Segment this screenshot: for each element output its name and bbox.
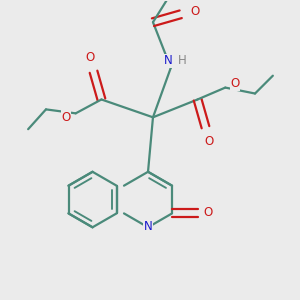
Text: N: N xyxy=(164,54,172,67)
Text: H: H xyxy=(178,54,187,67)
Text: N: N xyxy=(144,220,152,233)
Text: O: O xyxy=(85,51,94,64)
Text: O: O xyxy=(231,77,240,90)
Text: O: O xyxy=(205,135,214,148)
Text: O: O xyxy=(203,206,212,219)
Text: O: O xyxy=(61,111,70,124)
Text: O: O xyxy=(190,5,199,18)
